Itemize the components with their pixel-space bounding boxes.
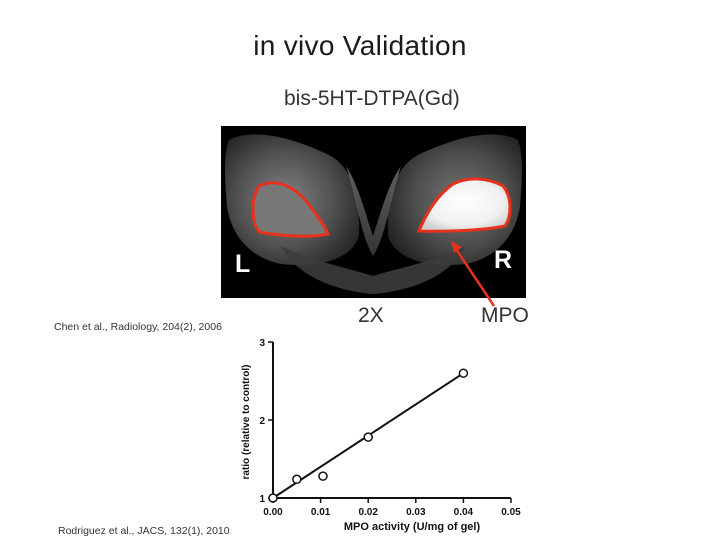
y-tick-label: 3 (259, 338, 265, 349)
x-tick-label: 0.02 (358, 507, 378, 518)
mpo-arrow-head (451, 241, 462, 253)
x-tick-label: 0.01 (311, 507, 331, 518)
mpo-arrow (451, 241, 496, 307)
x-tick-label: 0.00 (263, 507, 283, 518)
left-region-outline (251, 181, 331, 238)
x-tick-label: 0.04 (454, 507, 474, 518)
x-axis-label: MPO activity (U/mg of gel) (344, 521, 481, 533)
chart: 1 2 3 0.00 0.01 0.02 0.03 0.04 0.05 MPO activit… (235, 332, 535, 540)
y-tick-label: 2 (259, 416, 265, 427)
right-side-label: R (494, 246, 512, 274)
mpo-arrow-shaft (452, 245, 496, 307)
left-side-label: L (235, 250, 250, 278)
ratio-annotation: 2X (358, 304, 384, 327)
slide-title: in vivo Validation (253, 30, 467, 61)
slide-subtitle: bis-5HT-DTPA(Gd) (284, 87, 460, 110)
scatter-chart: 1 2 3 0.00 0.01 0.02 0.03 0.04 0.05 MPO activit… (241, 338, 521, 533)
right-region-outline (416, 177, 512, 233)
x-axis: 0.00 0.01 0.02 0.03 0.04 0.05 (263, 497, 521, 518)
data-points (268, 368, 469, 503)
citation-bottom: Rodriguez et al., JACS, 132(1), 2010 (58, 525, 230, 537)
mri-scan-graphic: L R (221, 126, 526, 298)
y-axis: 1 2 3 (259, 338, 274, 505)
x-tick-label: 0.03 (406, 507, 426, 518)
data-point (458, 368, 469, 378)
x-tick-label: 0.05 (501, 507, 521, 518)
data-point (318, 471, 328, 481)
data-point (268, 493, 278, 503)
citation-top: Chen et al., Radiology, 204(2), 2006 (54, 321, 222, 333)
data-point (363, 432, 373, 442)
y-axis-label: ratio (relative to control) (241, 364, 252, 479)
y-tick-label: 1 (259, 494, 265, 505)
mri-image: L R (221, 126, 526, 298)
data-point (292, 474, 302, 485)
mpo-annotation: MPO (481, 304, 529, 327)
